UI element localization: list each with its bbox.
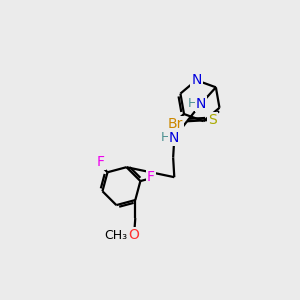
Text: N: N	[169, 131, 179, 145]
Text: F: F	[97, 154, 105, 169]
Text: H: H	[161, 131, 170, 144]
Text: N: N	[191, 73, 202, 87]
Text: CH₃: CH₃	[104, 229, 127, 242]
Text: N: N	[196, 97, 206, 111]
Text: Br: Br	[168, 117, 183, 131]
Text: H: H	[187, 97, 197, 110]
Text: S: S	[208, 113, 217, 127]
Text: O: O	[129, 228, 140, 242]
Text: F: F	[147, 170, 155, 184]
